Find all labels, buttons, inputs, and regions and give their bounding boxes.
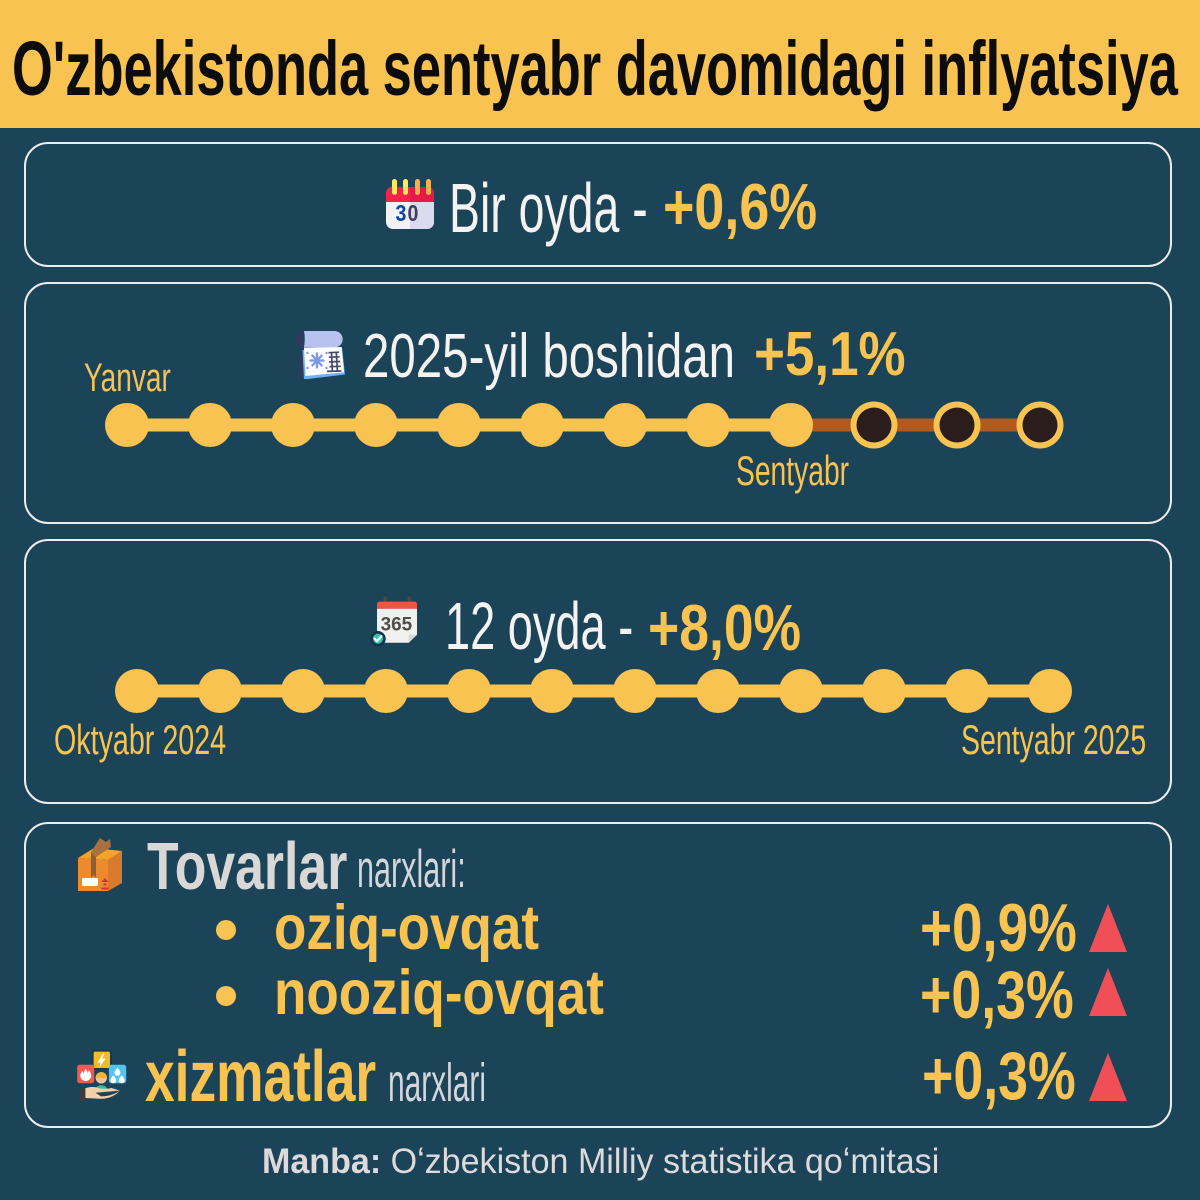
svg-text:0: 0	[407, 201, 418, 227]
svg-text:3: 3	[396, 201, 407, 227]
svg-text:365: 365	[381, 614, 413, 635]
